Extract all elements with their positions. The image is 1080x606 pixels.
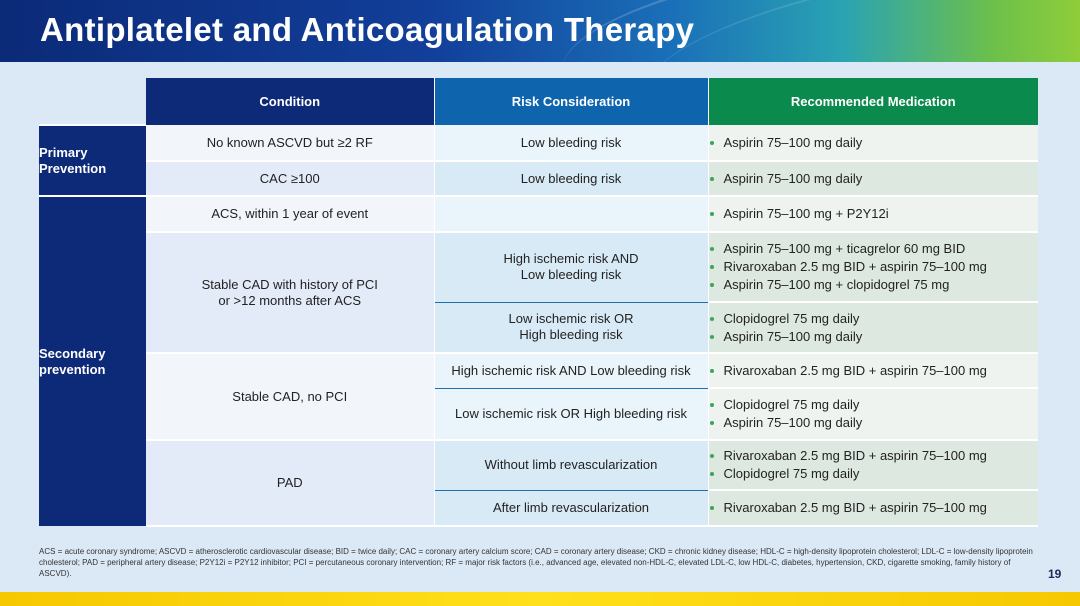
page-number: 19 <box>1048 567 1062 581</box>
risk-text: Low ischemic risk OR High bleeding risk <box>508 311 634 343</box>
page-title: Antiplatelet and Anticoagulation Therapy <box>40 11 695 48</box>
table-header-row: Condition Risk Consideration Recommended… <box>39 78 1038 125</box>
column-header-condition: Condition <box>146 78 435 125</box>
medication-item: Aspirin 75–100 mg + P2Y12i <box>709 205 1039 223</box>
column-header-risk: Risk Consideration <box>434 78 709 125</box>
medication-cell: Aspirin 75–100 mg + P2Y12i <box>708 196 1039 233</box>
medication-item: Aspirin 75–100 mg daily <box>709 328 1039 346</box>
medication-item: Rivaroxaban 2.5 mg BID + aspirin 75–100 … <box>709 258 1039 276</box>
medication-cell: Rivaroxaban 2.5 mg BID + aspirin 75–100 … <box>708 490 1039 527</box>
risk-cell: High ischemic risk AND Low bleeding risk <box>434 232 709 303</box>
condition-cell: CAC ≥100 <box>146 161 435 197</box>
risk-cell: Low ischemic risk OR High bleeding risk <box>434 302 709 354</box>
risk-cell: Low bleeding risk <box>434 161 709 197</box>
risk-cell: After limb revascularization <box>434 490 709 527</box>
group-label-secondary: Secondary prevention <box>39 195 146 526</box>
condition-cell: PAD <box>146 440 435 527</box>
medication-cell: Clopidogrel 75 mg daily Aspirin 75–100 m… <box>708 302 1039 354</box>
table-row: PAD Without limb revascularization Rivar… <box>39 440 1039 527</box>
table-row: Stable CAD, no PCI High ischemic risk AN… <box>39 353 1039 441</box>
column-header-medication: Recommended Medication <box>708 78 1038 125</box>
medication-cell: Clopidogrel 75 mg daily Aspirin 75–100 m… <box>708 388 1039 441</box>
medication-cell: Aspirin 75–100 mg daily <box>708 125 1039 162</box>
medication-item: Aspirin 75–100 mg daily <box>709 134 1039 152</box>
table-row: Secondary prevention ACS, within 1 year … <box>39 195 1039 526</box>
therapy-table: Condition Risk Consideration Recommended… <box>39 78 1038 527</box>
medication-item: Aspirin 75–100 mg + ticagrelor 60 mg BID <box>709 240 1039 258</box>
group-label-primary: Primary Prevention <box>39 124 146 196</box>
bottom-accent-band <box>0 592 1080 606</box>
medication-item: Clopidogrel 75 mg daily <box>709 310 1039 328</box>
risk-cell: Low ischemic risk OR High bleeding risk <box>434 388 709 441</box>
table-row: CAC ≥100 Low bleeding risk Aspirin 75–10… <box>39 161 1039 197</box>
table-row: Stable CAD with history of PCI or >12 mo… <box>39 232 1039 354</box>
medication-item: Aspirin 75–100 mg daily <box>709 170 1039 188</box>
condition-text: Stable CAD with history of PCI or >12 mo… <box>201 276 378 308</box>
header-spacer <box>39 78 146 125</box>
table-row: After limb revascularization Rivaroxaban… <box>39 490 1039 527</box>
risk-cell: High ischemic risk AND Low bleeding risk <box>434 353 709 389</box>
table-row: Low ischemic risk OR High bleeding risk … <box>39 302 1039 354</box>
medication-cell: Rivaroxaban 2.5 mg BID + aspirin 75–100 … <box>708 353 1039 389</box>
medication-item: Clopidogrel 75 mg daily <box>709 396 1039 414</box>
condition-cell: No known ASCVD but ≥2 RF <box>146 125 435 162</box>
risk-cell <box>434 196 709 233</box>
condition-cell: Stable CAD, no PCI <box>146 353 435 441</box>
medication-item: Clopidogrel 75 mg daily <box>709 465 1039 483</box>
condition-cell: Stable CAD with history of PCI or >12 mo… <box>146 232 435 354</box>
medication-item: Rivaroxaban 2.5 mg BID + aspirin 75–100 … <box>709 447 1039 465</box>
abbreviations-footnote: ACS = acute coronary syndrome; ASCVD = a… <box>39 547 1033 578</box>
medication-item: Aspirin 75–100 mg + clopidogrel 75 mg <box>709 276 1039 294</box>
medication-item: Rivaroxaban 2.5 mg BID + aspirin 75–100 … <box>709 362 1039 380</box>
risk-text: High ischemic risk AND Low bleeding risk <box>503 251 639 283</box>
table-row: Primary Prevention No known ASCVD but ≥2… <box>39 124 1039 196</box>
medication-cell: Aspirin 75–100 mg + ticagrelor 60 mg BID… <box>708 232 1039 303</box>
risk-cell: Low bleeding risk <box>434 125 709 162</box>
medication-cell: Aspirin 75–100 mg daily <box>708 161 1039 197</box>
condition-cell: ACS, within 1 year of event <box>146 196 435 233</box>
medication-item: Aspirin 75–100 mg daily <box>709 414 1039 432</box>
title-banner: Antiplatelet and Anticoagulation Therapy <box>0 0 1080 62</box>
medication-item: Rivaroxaban 2.5 mg BID + aspirin 75–100 … <box>709 499 1039 517</box>
medication-cell: Rivaroxaban 2.5 mg BID + aspirin 75–100 … <box>708 440 1039 491</box>
table-row: Low ischemic risk OR High bleeding risk … <box>39 388 1039 441</box>
risk-cell: Without limb revascularization <box>434 440 709 491</box>
